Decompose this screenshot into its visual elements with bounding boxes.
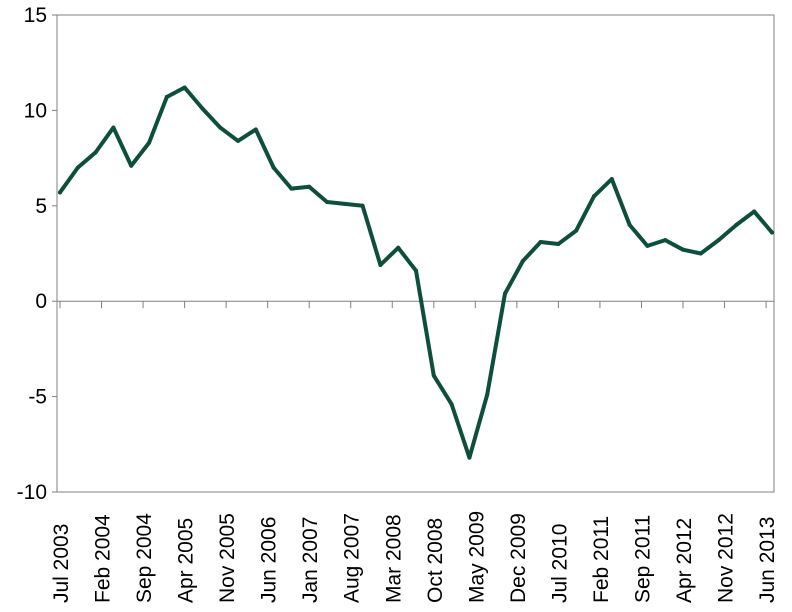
data-point (218, 125, 223, 130)
data-point (147, 140, 151, 145)
x-tick-label: Dec 2009 (507, 513, 530, 603)
data-point (253, 127, 258, 132)
y-tick-label: -5 (28, 386, 47, 409)
x-tick-label: Jan 2007 (299, 517, 322, 603)
data-point (627, 222, 632, 227)
data-point (770, 230, 774, 235)
data-point (752, 209, 757, 214)
data-point (236, 138, 240, 143)
data-point (734, 222, 739, 227)
x-tick-label: Jul 2003 (50, 524, 73, 603)
data-point (396, 245, 401, 250)
data-point (609, 177, 614, 182)
data-point (716, 238, 721, 243)
y-tick-label: -10 (17, 481, 47, 504)
data-point (200, 106, 205, 111)
data-point (681, 247, 685, 252)
data-point (307, 184, 312, 189)
x-tick-label: Aug 2007 (341, 513, 364, 603)
data-point (271, 165, 276, 170)
x-tick-label: May 2009 (465, 511, 488, 603)
data-point (467, 455, 472, 460)
x-tick-label: Apr 2012 (673, 518, 696, 603)
x-tick-label: Nov 2005 (216, 513, 239, 603)
data-point (645, 243, 650, 248)
data-point (556, 241, 561, 246)
data-point (449, 402, 454, 407)
x-tick-label: Sep 2004 (133, 513, 156, 603)
data-point (325, 199, 329, 204)
data-point (431, 373, 436, 378)
x-tick-label: Nov 2012 (715, 513, 738, 603)
data-point (75, 165, 80, 170)
data-point (164, 95, 169, 100)
data-point (698, 251, 703, 256)
series-group (58, 85, 774, 460)
data-point (289, 186, 294, 191)
data-point (93, 150, 98, 155)
data-point (485, 392, 490, 397)
y-tick-label: 10 (24, 99, 47, 122)
data-point (574, 228, 579, 233)
data-point (663, 238, 668, 243)
data-point (111, 125, 116, 130)
x-tick-label: Feb 2011 (590, 516, 613, 603)
x-tick-label: Jul 2010 (548, 524, 571, 603)
x-tick-label: Apr 2005 (175, 518, 198, 603)
x-tick-label: Feb 2004 (92, 514, 115, 603)
y-tick-label: 15 (24, 4, 47, 27)
plot-area-frame (56, 14, 775, 493)
data-point (520, 259, 525, 264)
y-tick-label: 0 (35, 290, 47, 313)
data-point (378, 262, 383, 267)
data-point (503, 291, 507, 296)
data-point (342, 201, 347, 206)
x-tick-label: Mar 2008 (382, 514, 405, 603)
data-point (182, 85, 187, 90)
x-tick-label: Jun 2006 (258, 517, 281, 603)
x-tick-label: Jun 2013 (756, 517, 779, 603)
data-point (414, 268, 418, 273)
data-point (538, 240, 543, 245)
y-tick-label: 5 (35, 195, 47, 218)
data-point (58, 190, 62, 195)
data-point (592, 194, 596, 199)
x-tick-label: Oct 2008 (424, 518, 447, 603)
data-point (360, 203, 365, 208)
x-tick-label: Sep 2011 (631, 515, 654, 603)
data-point (129, 163, 134, 168)
